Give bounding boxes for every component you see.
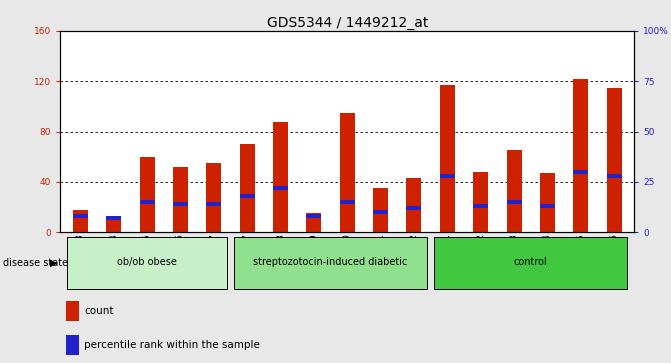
Bar — [206, 202, 221, 206]
Bar — [307, 214, 321, 219]
Bar — [440, 85, 455, 232]
Bar — [540, 204, 555, 208]
Bar — [73, 210, 88, 232]
Text: control: control — [514, 257, 548, 267]
Bar — [407, 178, 421, 232]
Bar — [140, 200, 154, 204]
Bar — [607, 174, 621, 178]
Bar — [607, 87, 621, 232]
Bar — [240, 144, 255, 232]
Bar — [540, 173, 555, 232]
Bar — [66, 335, 79, 355]
Bar — [473, 172, 488, 232]
Text: disease state: disease state — [3, 258, 68, 268]
Bar — [340, 113, 355, 232]
Bar — [407, 206, 421, 210]
Bar — [173, 167, 188, 232]
Bar — [473, 204, 488, 208]
Text: ▶: ▶ — [50, 258, 58, 268]
Bar — [507, 151, 521, 232]
FancyBboxPatch shape — [67, 237, 227, 289]
Bar — [106, 216, 121, 232]
Bar — [73, 214, 88, 219]
Text: ob/ob obese: ob/ob obese — [117, 257, 177, 267]
FancyBboxPatch shape — [434, 237, 627, 289]
Bar — [440, 174, 455, 178]
Bar — [507, 200, 521, 204]
Bar — [340, 200, 355, 204]
Bar — [240, 194, 255, 198]
Title: GDS5344 / 1449212_at: GDS5344 / 1449212_at — [266, 16, 428, 30]
FancyBboxPatch shape — [234, 237, 427, 289]
Bar — [173, 202, 188, 206]
Text: streptozotocin-induced diabetic: streptozotocin-induced diabetic — [254, 257, 408, 267]
Bar — [573, 79, 588, 232]
Bar — [140, 157, 154, 232]
Bar — [106, 216, 121, 220]
Bar — [373, 188, 388, 232]
Text: count: count — [85, 306, 114, 315]
Bar — [573, 170, 588, 174]
Bar — [206, 163, 221, 232]
Bar — [273, 186, 288, 190]
Bar — [373, 210, 388, 215]
Bar — [66, 301, 79, 321]
Text: percentile rank within the sample: percentile rank within the sample — [85, 340, 260, 350]
Bar — [273, 122, 288, 232]
Bar — [307, 213, 321, 232]
